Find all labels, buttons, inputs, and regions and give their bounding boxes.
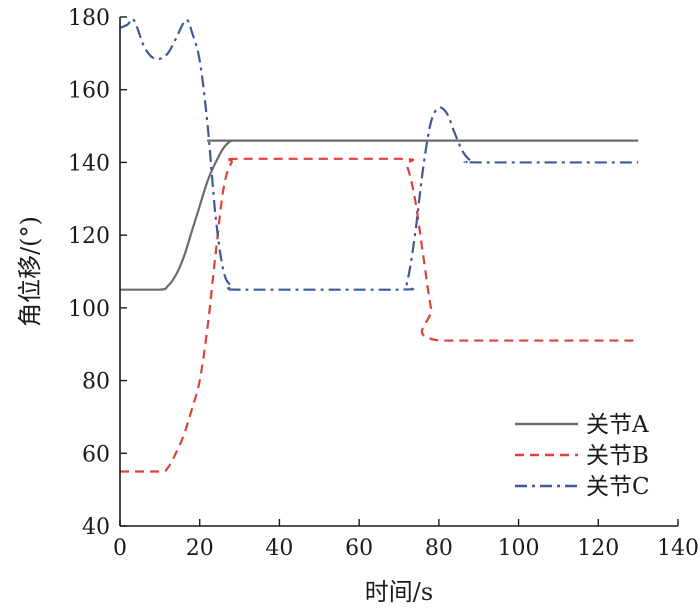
x-tick-label: 40 bbox=[265, 536, 293, 561]
y-tick-label: 60 bbox=[82, 442, 110, 467]
y-axis-title: 角位移/(°) bbox=[16, 216, 44, 327]
y-tick-label: 40 bbox=[82, 515, 110, 540]
series-line-2 bbox=[120, 157, 639, 473]
y-tick-label: 100 bbox=[68, 297, 110, 322]
y-tick-label: 180 bbox=[68, 6, 110, 31]
y-tick-label: 140 bbox=[68, 151, 110, 176]
y-axis-ticks: 40 60 80 100 120 140 160 180 bbox=[68, 6, 127, 540]
x-axis-ticks: 0 20 40 60 80 100 120 140 bbox=[113, 519, 699, 561]
series-line-1 bbox=[120, 139, 639, 291]
y-tick-label: 120 bbox=[68, 224, 110, 249]
x-axis-title: 时间/s bbox=[365, 578, 433, 606]
x-tick-label: 100 bbox=[498, 536, 540, 561]
series-line-3 bbox=[119, 17, 639, 291]
y-tick-label: 80 bbox=[82, 370, 110, 395]
x-tick-label: 120 bbox=[577, 536, 619, 561]
legend-label-1: 关节A bbox=[586, 412, 649, 438]
x-tick-label: 60 bbox=[345, 536, 373, 561]
axes bbox=[119, 17, 678, 527]
legend-label-3: 关节C bbox=[586, 474, 650, 500]
x-tick-label: 0 bbox=[113, 536, 127, 561]
x-tick-label: 20 bbox=[186, 536, 214, 561]
y-tick-label: 160 bbox=[68, 79, 110, 104]
plot-lines bbox=[119, 17, 639, 473]
x-tick-label: 80 bbox=[425, 536, 453, 561]
legend-label-2: 关节B bbox=[586, 443, 649, 469]
x-tick-label: 140 bbox=[657, 536, 699, 561]
legend: 关节A 关节B 关节C bbox=[515, 412, 650, 500]
